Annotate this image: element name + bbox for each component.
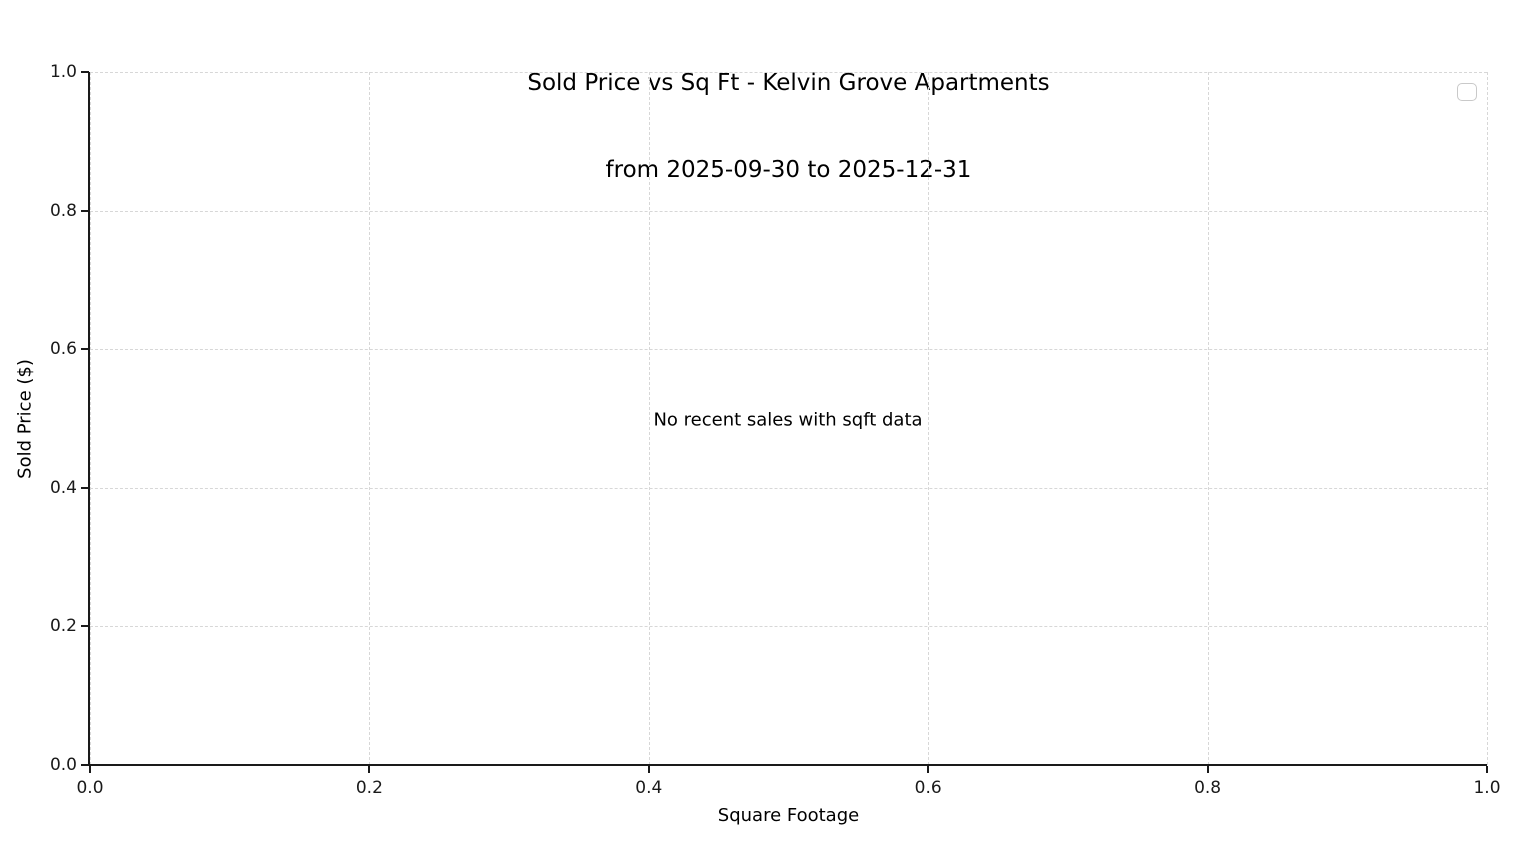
x-gridline — [1487, 72, 1488, 765]
y-tick — [81, 486, 89, 489]
x-gridline — [648, 72, 650, 765]
chart-title-line-2: from 2025-09-30 to 2025-12-31 — [605, 157, 972, 183]
x-tick — [1486, 766, 1488, 773]
x-tick-label: 0.0 — [76, 778, 104, 798]
x-tick-label: 0.2 — [355, 778, 383, 798]
y-tick-label: 0.2 — [49, 616, 77, 637]
y-tick — [81, 348, 89, 351]
y-tick-label: 0.4 — [49, 477, 77, 498]
x-tick-label: 0.8 — [1194, 778, 1222, 798]
y-axis-spine — [88, 72, 90, 766]
x-gridline — [90, 72, 91, 765]
y-tick — [81, 71, 89, 73]
x-gridline — [369, 72, 371, 765]
y-tick-label: 1.0 — [49, 62, 77, 82]
chart-title: Sold Price vs Sq Ft - Kelvin Grove Apart… — [90, 11, 1487, 243]
x-tick-label: 1.0 — [1473, 778, 1501, 798]
y-tick-label: 0.8 — [49, 200, 77, 221]
chart-title-line-1: Sold Price vs Sq Ft - Kelvin Grove Apart… — [527, 70, 1050, 96]
y-tick — [81, 764, 89, 766]
y-gridline — [90, 210, 1487, 212]
x-axis-label: Square Footage — [717, 805, 860, 826]
y-tick — [81, 209, 89, 212]
y-gridline — [90, 349, 1487, 351]
x-axis-spine — [88, 764, 1487, 766]
legend-box — [1457, 83, 1477, 101]
y-tick-label: 0.0 — [49, 755, 77, 775]
y-axis-label: Sold Price ($) — [14, 359, 36, 479]
empty-data-message: No recent sales with sqft data — [653, 409, 923, 431]
y-tick-label: 0.6 — [49, 339, 77, 360]
x-tick — [647, 766, 650, 773]
x-gridline — [928, 72, 930, 765]
x-tick — [1206, 766, 1209, 773]
y-gridline — [90, 487, 1487, 489]
y-tick — [81, 625, 89, 628]
y-gridline — [90, 72, 1487, 73]
x-tick — [89, 766, 91, 773]
x-tick-label: 0.6 — [914, 778, 942, 798]
x-tick — [927, 766, 930, 773]
y-gridline — [90, 626, 1487, 628]
x-tick — [368, 766, 371, 773]
x-gridline — [1207, 72, 1209, 765]
x-tick-label: 0.4 — [635, 778, 663, 798]
